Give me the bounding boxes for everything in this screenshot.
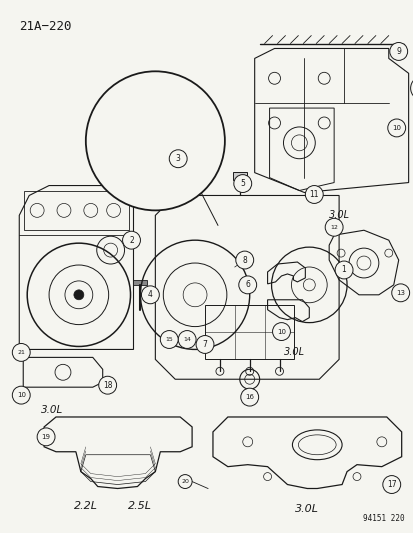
Text: 21A−220: 21A−220 [19,20,71,33]
Text: 10: 10 [391,125,400,131]
Bar [24,190,128,230]
Circle shape [389,43,407,60]
Text: 21: 21 [17,350,25,355]
Circle shape [169,150,187,168]
Text: 3.0L: 3.0L [41,405,63,415]
Bar [130,161,142,167]
Circle shape [235,251,253,269]
Text: 18: 18 [103,381,112,390]
Text: 2.5L: 2.5L [128,502,152,511]
Text: 3.0L: 3.0L [283,348,304,358]
Text: 2: 2 [129,236,133,245]
Circle shape [240,388,258,406]
Text: 3.0L: 3.0L [294,504,318,514]
Text: 17: 17 [386,480,396,489]
Text: 20: 20 [181,479,189,484]
Text: 14: 14 [183,337,191,342]
Circle shape [37,428,55,446]
Circle shape [12,343,30,361]
Bar [204,305,294,359]
Circle shape [141,286,159,304]
Circle shape [272,322,290,341]
Circle shape [325,219,342,236]
Text: 6: 6 [244,280,249,289]
Circle shape [85,71,224,211]
Text: 94151 220: 94151 220 [362,514,404,523]
Text: 9: 9 [395,47,400,56]
Circle shape [12,386,30,404]
Circle shape [178,330,196,349]
Circle shape [178,474,192,489]
Text: 10: 10 [17,392,26,398]
Text: 12: 12 [330,225,337,230]
Text: 11: 11 [309,190,318,199]
Circle shape [196,336,214,353]
Text: 4: 4 [147,290,152,300]
Text: 19: 19 [41,434,50,440]
Bar [232,172,246,180]
Circle shape [74,290,83,300]
Text: 8: 8 [242,255,247,264]
Text: 2.2L: 2.2L [74,502,97,511]
Text: 3.0L: 3.0L [328,211,349,220]
Text: 10: 10 [276,328,285,335]
Text: 15: 15 [165,337,173,342]
Circle shape [335,261,352,279]
Circle shape [98,376,116,394]
Circle shape [391,284,408,302]
Text: 7: 7 [202,340,207,349]
Circle shape [238,276,256,294]
Circle shape [382,475,400,494]
Text: 13: 13 [395,290,404,296]
Circle shape [387,119,405,137]
Bar [133,280,147,285]
Text: 1: 1 [341,265,346,274]
Circle shape [305,185,323,204]
Text: 5: 5 [240,179,244,188]
Text: 3: 3 [176,154,180,163]
Circle shape [122,231,140,249]
Circle shape [233,175,251,192]
Circle shape [160,330,178,349]
Text: 16: 16 [244,394,254,400]
